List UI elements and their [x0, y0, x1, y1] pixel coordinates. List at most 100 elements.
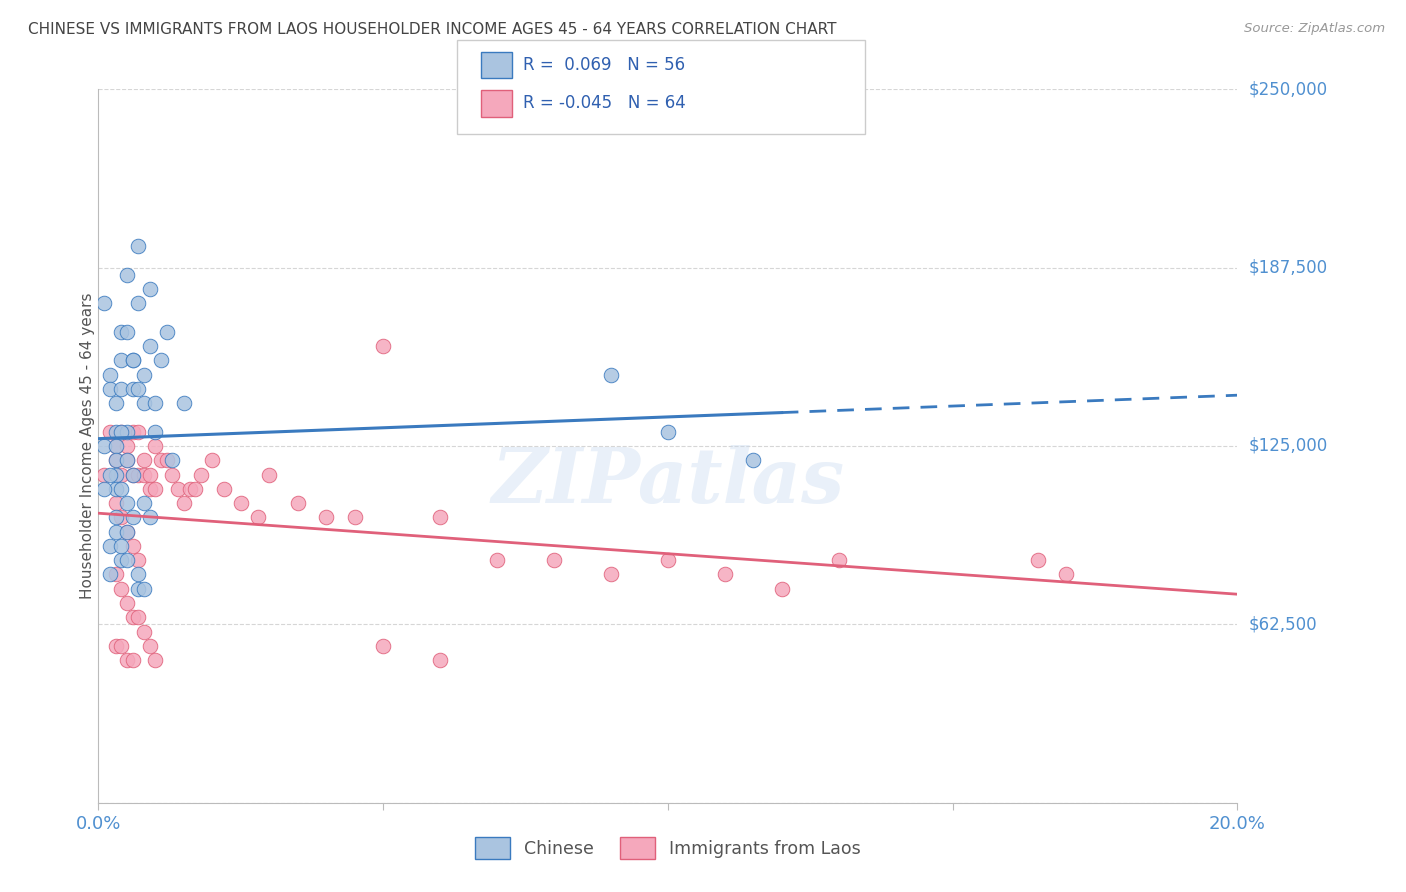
Point [98, 425, 121, 439]
Point [429, 510, 451, 524]
Point [93, 296, 115, 310]
Point [259, 467, 281, 482]
Point [373, 339, 395, 353]
Point [190, 467, 212, 482]
Point [104, 396, 127, 410]
Point [115, 325, 138, 339]
Point [167, 482, 190, 496]
Point [657, 553, 679, 567]
Y-axis label: Householder Income Ages 45 - 64 years: Householder Income Ages 45 - 64 years [80, 293, 94, 599]
Text: R = -0.045   N = 64: R = -0.045 N = 64 [523, 95, 686, 112]
Text: Source: ZipAtlas.com: Source: ZipAtlas.com [1244, 22, 1385, 36]
Point [115, 439, 138, 453]
Point [145, 653, 167, 667]
Point [104, 639, 127, 653]
Point [657, 425, 679, 439]
Point [138, 339, 160, 353]
Point [173, 396, 195, 410]
Point [127, 382, 149, 396]
Point [373, 639, 395, 653]
Point [98, 567, 121, 582]
Point [104, 496, 127, 510]
Point [115, 268, 138, 282]
Point [127, 425, 149, 439]
Point [543, 553, 565, 567]
Point [132, 368, 155, 382]
Point [742, 453, 765, 467]
Point [138, 482, 160, 496]
Point [145, 482, 167, 496]
Point [287, 496, 309, 510]
Point [104, 510, 127, 524]
Point [138, 467, 160, 482]
Point [104, 482, 127, 496]
Point [115, 653, 138, 667]
Point [132, 467, 155, 482]
Point [110, 425, 132, 439]
Point [127, 467, 149, 482]
Text: ZIPatlas: ZIPatlas [491, 445, 845, 518]
Point [104, 439, 127, 453]
Point [770, 582, 793, 596]
Point [110, 582, 132, 596]
Point [98, 539, 121, 553]
Point [138, 282, 160, 296]
Point [93, 482, 115, 496]
Point [110, 510, 132, 524]
Point [121, 353, 143, 368]
Point [110, 553, 132, 567]
Point [98, 382, 121, 396]
Point [93, 439, 115, 453]
Point [150, 353, 173, 368]
Point [132, 496, 155, 510]
Point [98, 368, 121, 382]
Point [121, 425, 143, 439]
Point [104, 567, 127, 582]
Point [429, 653, 451, 667]
Point [110, 539, 132, 553]
Point [110, 353, 132, 368]
Point [246, 510, 269, 524]
Point [121, 653, 143, 667]
Point [150, 453, 173, 467]
Point [127, 296, 149, 310]
Point [110, 639, 132, 653]
Text: $187,500: $187,500 [1249, 259, 1327, 277]
Point [212, 482, 235, 496]
Point [115, 425, 138, 439]
Point [315, 510, 337, 524]
Point [162, 467, 184, 482]
Point [184, 482, 207, 496]
Text: $125,000: $125,000 [1249, 437, 1327, 455]
Point [127, 553, 149, 567]
Point [121, 467, 143, 482]
Point [104, 425, 127, 439]
Point [121, 467, 143, 482]
Point [115, 596, 138, 610]
Point [138, 510, 160, 524]
Point [121, 353, 143, 368]
Text: R =  0.069   N = 56: R = 0.069 N = 56 [523, 56, 685, 74]
Point [93, 467, 115, 482]
Text: $62,500: $62,500 [1249, 615, 1317, 633]
Point [145, 439, 167, 453]
Point [110, 425, 132, 439]
Point [110, 382, 132, 396]
Point [600, 368, 623, 382]
Point [145, 425, 167, 439]
Point [121, 510, 143, 524]
Point [121, 610, 143, 624]
Point [104, 467, 127, 482]
Point [127, 582, 149, 596]
Point [121, 382, 143, 396]
Point [1056, 567, 1078, 582]
Point [115, 453, 138, 467]
Point [828, 553, 851, 567]
Point [104, 453, 127, 467]
Point [127, 610, 149, 624]
Point [600, 567, 623, 582]
Point [132, 582, 155, 596]
Text: CHINESE VS IMMIGRANTS FROM LAOS HOUSEHOLDER INCOME AGES 45 - 64 YEARS CORRELATIO: CHINESE VS IMMIGRANTS FROM LAOS HOUSEHOL… [28, 22, 837, 37]
Point [132, 396, 155, 410]
Point [110, 482, 132, 496]
